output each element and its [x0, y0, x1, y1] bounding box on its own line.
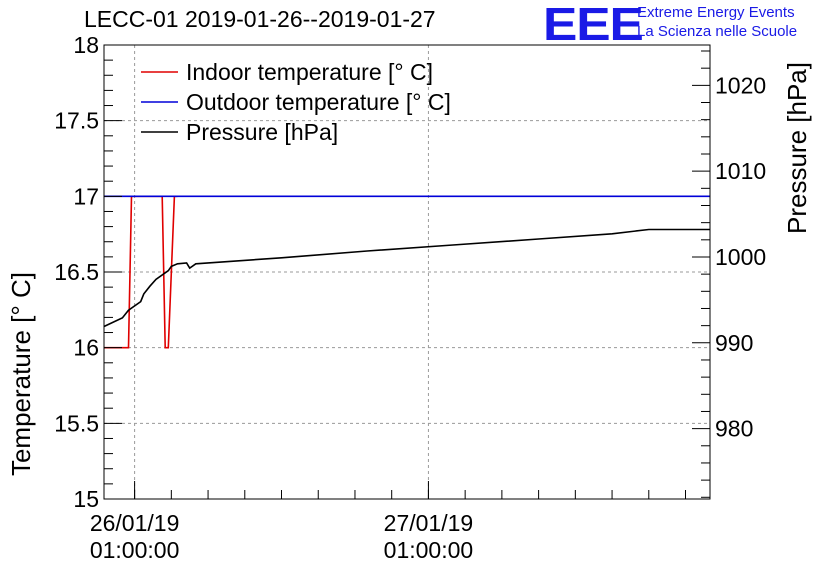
chart-title: LECC-01 2019-01-26--2019-01-27: [84, 6, 436, 32]
series-lines: [103, 195, 710, 349]
pressure-line: [103, 228, 710, 328]
legend-label-outdoor-temperature: Outdoor temperature [° C]: [186, 89, 451, 115]
y-left-tick-label: 15.5: [54, 410, 99, 436]
y-right-tick-label: 990: [715, 330, 753, 356]
y-right-tick-label: 1000: [715, 244, 766, 270]
y-right-axis-label: Pressure [hPa]: [782, 62, 812, 234]
y-right-tick-label: 980: [715, 416, 753, 442]
x-tick-label-date: 27/01/19: [384, 510, 474, 536]
eee-logo: EEE: [543, 0, 644, 50]
y-right-tick-label: 1010: [715, 158, 766, 184]
logo-caption: Extreme Energy Events La Scienza nelle S…: [637, 3, 797, 41]
y-left-tick-label: 16.5: [54, 259, 99, 285]
legend-label-indoor-temperature: Indoor temperature [° C]: [186, 59, 433, 85]
y-left-tick-label: 16: [73, 335, 99, 361]
x-tick-label-date: 26/01/19: [90, 510, 180, 536]
logo-caption-line1: Extreme Energy Events: [637, 4, 795, 21]
x-tick-label-time: 01:00:00: [384, 537, 474, 563]
y-left-tick-label: 15: [73, 486, 99, 512]
legend: Indoor temperature [° C] Outdoor temperat…: [141, 59, 451, 145]
y-left-tick-label: 17: [73, 183, 99, 209]
axes: 15 15.5 16 16.5 17 17.5 18 980 990 1000 1010 1020 26…: [54, 32, 766, 563]
y-right-tick-label: 1020: [715, 72, 766, 98]
x-tick-label-time: 01:00:00: [90, 537, 180, 563]
y-left-axis-label: Temperature [° C]: [6, 272, 36, 476]
logo-caption-line2: La Scienza nelle Scuole: [637, 23, 798, 40]
y-left-tick-label: 18: [73, 32, 99, 58]
legend-label-pressure: Pressure [hPa]: [186, 119, 338, 145]
y-left-tick-label: 17.5: [54, 108, 99, 134]
